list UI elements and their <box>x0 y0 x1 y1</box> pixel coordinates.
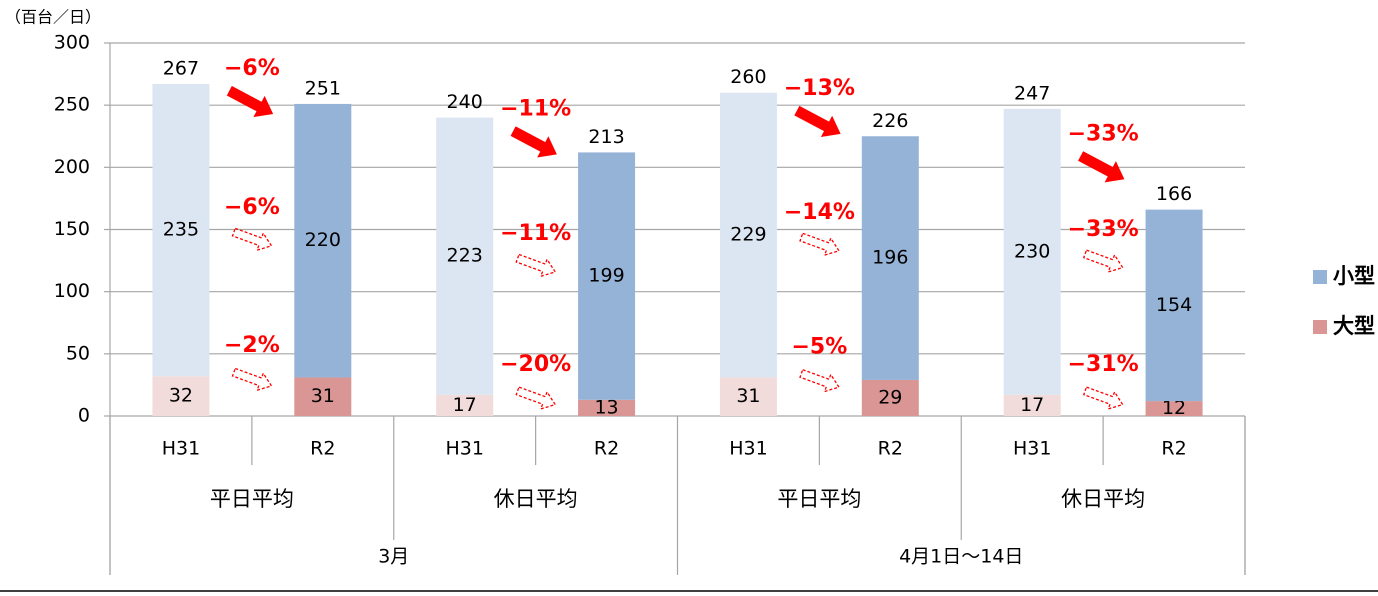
bar-segment <box>719 92 777 378</box>
segment-label: 235 <box>163 219 199 241</box>
segment-label: 229 <box>730 224 766 246</box>
y-tick-label: 250 <box>54 94 90 116</box>
x-tick-label: R2 <box>878 438 903 460</box>
bar-segment <box>1003 394 1061 416</box>
segment-label: 31 <box>311 385 335 407</box>
segment-label: 12 <box>1162 397 1186 419</box>
bar-segment <box>861 136 919 380</box>
legend-label: 大型 <box>1333 314 1375 338</box>
dashed-arrow <box>231 227 273 252</box>
bar-segment <box>152 376 210 416</box>
segment-label: 31 <box>736 385 760 407</box>
y-tick-label: 50 <box>66 342 90 364</box>
legend-label: 小型 <box>1333 264 1375 288</box>
y-tick-label: 150 <box>54 218 90 240</box>
large-change-label: −31% <box>1068 352 1139 377</box>
small-change-label: −11% <box>500 221 571 246</box>
bar-segment <box>861 379 919 416</box>
top-group-label: 4月1日～14日 <box>899 546 1023 568</box>
small-change-label: −6% <box>224 195 280 220</box>
dashed-arrow <box>231 367 273 392</box>
bar-segment <box>436 394 494 416</box>
bar-segment <box>1003 108 1061 395</box>
group-label: 平日平均 <box>210 487 294 511</box>
total-label: 251 <box>305 77 341 99</box>
bar-segment <box>436 117 494 395</box>
total-label: 166 <box>1156 183 1192 205</box>
bar-segment <box>578 399 636 416</box>
segment-label: 29 <box>878 386 902 408</box>
segment-label: 32 <box>169 385 193 407</box>
segment-label: 199 <box>588 265 624 287</box>
unit-label: （百台／日） <box>5 8 101 27</box>
dashed-arrow <box>799 368 840 393</box>
x-tick-label: R2 <box>594 438 619 460</box>
total-label: 213 <box>588 126 624 148</box>
x-tick-label: R2 <box>310 438 335 460</box>
small-change-label: −33% <box>1068 217 1139 242</box>
total-label: 260 <box>730 66 766 88</box>
legend-swatch <box>1313 320 1327 334</box>
large-change-label: −5% <box>791 334 847 359</box>
segment-label: 13 <box>594 396 618 418</box>
bar-segment <box>152 84 210 377</box>
x-tick-label: H31 <box>162 438 200 460</box>
total-label: 247 <box>1014 82 1050 104</box>
segment-label: 154 <box>1156 294 1192 316</box>
dashed-arrow <box>515 253 557 278</box>
total-change-label: −13% <box>784 76 855 101</box>
x-tick-label: R2 <box>1161 438 1186 460</box>
total-label: 240 <box>447 91 483 113</box>
dashed-arrow <box>1082 386 1124 410</box>
large-change-label: −20% <box>500 352 571 377</box>
total-label: 226 <box>872 110 908 132</box>
total-change-label: −11% <box>500 96 571 121</box>
bar-segment <box>1145 401 1203 416</box>
y-tick-label: 100 <box>54 280 90 302</box>
dashed-arrow <box>1082 249 1124 273</box>
bar-segment <box>719 377 777 416</box>
y-tick-label: 300 <box>54 32 90 54</box>
top-group-label: 3月 <box>378 546 409 568</box>
solid-arrow <box>510 126 557 158</box>
solid-arrow <box>1078 151 1125 183</box>
total-change-label: −33% <box>1068 121 1139 146</box>
segment-label: 17 <box>1020 394 1044 416</box>
dashed-arrow <box>799 232 840 257</box>
small-change-label: −14% <box>784 200 855 225</box>
total-label: 267 <box>163 58 199 80</box>
group-label: 休日平均 <box>494 487 578 511</box>
segment-label: 196 <box>872 247 908 269</box>
segment-label: 230 <box>1014 240 1050 262</box>
solid-arrow <box>794 105 841 137</box>
y-tick-label: 0 <box>78 405 90 427</box>
bar-segment <box>294 103 352 378</box>
segment-label: 223 <box>447 245 483 267</box>
segment-label: 17 <box>453 394 477 416</box>
total-change-label: −6% <box>224 56 280 81</box>
solid-arrow <box>226 85 274 118</box>
large-change-label: −2% <box>224 333 280 358</box>
x-tick-label: H31 <box>1013 438 1051 460</box>
y-tick-label: 200 <box>54 156 90 178</box>
dashed-arrow <box>515 386 557 410</box>
bar-segment <box>1145 209 1203 402</box>
x-tick-label: H31 <box>445 438 483 460</box>
x-tick-label: H31 <box>729 438 767 460</box>
segment-label: 220 <box>305 229 341 251</box>
bar-segment <box>294 377 352 416</box>
group-label: 平日平均 <box>777 487 861 511</box>
legend-swatch <box>1313 270 1327 284</box>
group-label: 休日平均 <box>1061 487 1145 511</box>
bar-segment <box>578 152 636 400</box>
